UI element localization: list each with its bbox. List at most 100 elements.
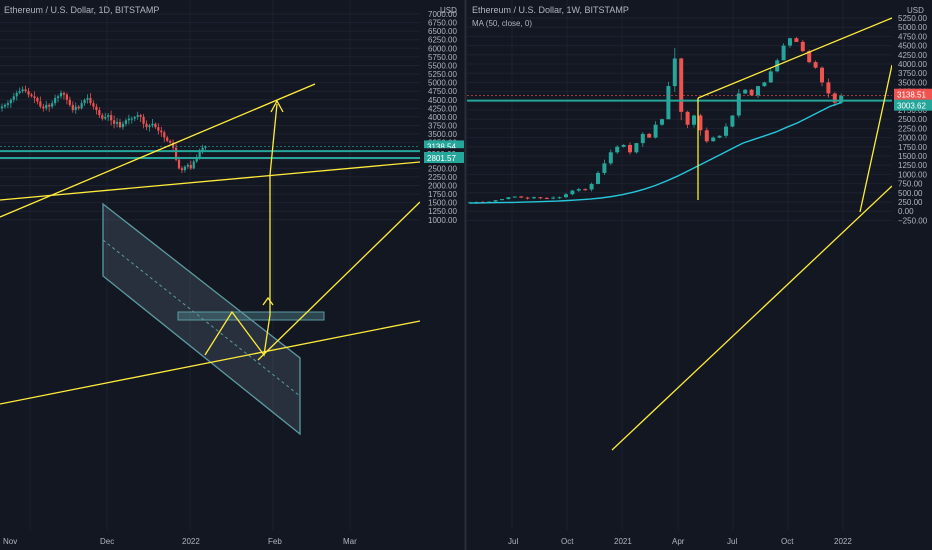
candle-body[interactable] bbox=[110, 115, 113, 121]
candle-body[interactable] bbox=[602, 163, 607, 173]
candle-body[interactable] bbox=[589, 183, 594, 190]
candle-body[interactable] bbox=[730, 115, 735, 127]
candle-body[interactable] bbox=[48, 104, 51, 107]
candle-body[interactable] bbox=[608, 152, 613, 164]
candle-body[interactable] bbox=[201, 147, 204, 152]
candle-body[interactable] bbox=[71, 104, 74, 111]
candle-body[interactable] bbox=[36, 98, 39, 102]
projection-path[interactable] bbox=[204, 103, 278, 357]
candle-body[interactable] bbox=[15, 92, 18, 97]
candle-body[interactable] bbox=[51, 103, 54, 107]
candle-body[interactable] bbox=[653, 124, 658, 138]
candle-body[interactable] bbox=[180, 168, 184, 171]
candle-body[interactable] bbox=[195, 158, 198, 162]
candle-body[interactable] bbox=[113, 120, 116, 124]
price-badge[interactable] bbox=[424, 152, 464, 164]
candle-body[interactable] bbox=[198, 151, 201, 159]
candle-body[interactable] bbox=[544, 197, 549, 199]
candle-body[interactable] bbox=[788, 38, 792, 46]
candle-body[interactable] bbox=[104, 116, 107, 119]
candle-body[interactable] bbox=[500, 199, 504, 201]
trend-line[interactable] bbox=[0, 161, 421, 201]
candle-body[interactable] bbox=[160, 130, 163, 133]
right-chart-panel[interactable]: 5250.005000.004750.004500.004250.004000.… bbox=[467, 0, 932, 550]
candle-body[interactable] bbox=[18, 91, 21, 93]
candle-body[interactable] bbox=[6, 103, 9, 105]
candle-body[interactable] bbox=[30, 94, 33, 97]
candle-body[interactable] bbox=[142, 116, 145, 124]
candle-body[interactable] bbox=[118, 122, 122, 128]
candle-body[interactable] bbox=[672, 58, 677, 87]
candle-body[interactable] bbox=[21, 89, 24, 92]
candle-body[interactable] bbox=[9, 99, 12, 104]
candle-body[interactable] bbox=[813, 62, 818, 68]
descending-channel[interactable] bbox=[102, 202, 301, 436]
candle-body[interactable] bbox=[62, 92, 66, 95]
candle-body[interactable] bbox=[124, 120, 127, 124]
candle-body[interactable] bbox=[136, 115, 139, 117]
candle-body[interactable] bbox=[12, 96, 15, 100]
candle-body[interactable] bbox=[56, 96, 60, 99]
candle-body[interactable] bbox=[826, 82, 831, 94]
candle-body[interactable] bbox=[634, 143, 639, 153]
candle-body[interactable] bbox=[557, 197, 562, 199]
projection-arrow-head[interactable] bbox=[270, 99, 284, 113]
candle-body[interactable] bbox=[807, 51, 812, 63]
candle-body[interactable] bbox=[59, 92, 63, 97]
candle-body[interactable] bbox=[154, 123, 157, 128]
candle-body[interactable] bbox=[532, 197, 536, 199]
candle-body[interactable] bbox=[189, 164, 192, 169]
candle-body[interactable] bbox=[183, 166, 186, 171]
candle-body[interactable] bbox=[506, 197, 511, 200]
candle-body[interactable] bbox=[692, 115, 696, 125]
left-chart-panel[interactable]: 7000.006750.006500.006250.006000.005750.… bbox=[0, 0, 465, 550]
candle-body[interactable] bbox=[551, 197, 556, 199]
candle-body[interactable] bbox=[80, 103, 83, 109]
candle-body[interactable] bbox=[724, 126, 728, 136]
candle-body[interactable] bbox=[704, 130, 709, 142]
candle-body[interactable] bbox=[660, 119, 664, 125]
candle-body[interactable] bbox=[576, 189, 581, 191]
candle-body[interactable] bbox=[45, 104, 48, 109]
price-badge[interactable] bbox=[424, 140, 464, 152]
price-badge[interactable] bbox=[894, 88, 932, 100]
candle-body[interactable] bbox=[621, 144, 626, 147]
candle-body[interactable] bbox=[27, 91, 30, 95]
candle-body[interactable] bbox=[743, 89, 748, 94]
candle-body[interactable] bbox=[98, 110, 101, 116]
candle-body[interactable] bbox=[39, 101, 42, 107]
candle-body[interactable] bbox=[151, 123, 154, 126]
candle-body[interactable] bbox=[186, 164, 189, 167]
candle-body[interactable] bbox=[525, 197, 530, 199]
candle-body[interactable] bbox=[762, 82, 767, 87]
small-arrow-head[interactable] bbox=[262, 296, 274, 306]
candle-body[interactable] bbox=[77, 106, 80, 109]
candle-body[interactable] bbox=[83, 99, 86, 104]
right-ma-legend[interactable]: MA (50, close, 0) bbox=[472, 19, 532, 28]
candle-body[interactable] bbox=[92, 103, 95, 107]
candle-body[interactable] bbox=[157, 127, 160, 131]
candle-body[interactable] bbox=[570, 190, 575, 195]
candle-body[interactable] bbox=[685, 111, 690, 125]
price-badge[interactable] bbox=[894, 99, 932, 111]
candle-body[interactable] bbox=[0, 106, 4, 109]
candle-body[interactable] bbox=[583, 189, 588, 191]
candle-body[interactable] bbox=[54, 98, 57, 104]
candle-body[interactable] bbox=[768, 71, 773, 83]
candle-body[interactable] bbox=[756, 86, 760, 96]
candle-body[interactable] bbox=[698, 115, 703, 131]
candle-body[interactable] bbox=[512, 196, 517, 198]
candle-body[interactable] bbox=[174, 147, 178, 160]
candle-body[interactable] bbox=[115, 122, 119, 124]
candle-body[interactable] bbox=[65, 94, 68, 100]
candle-body[interactable] bbox=[749, 89, 754, 96]
candle-body[interactable] bbox=[130, 118, 133, 120]
candle-body[interactable] bbox=[736, 93, 741, 116]
candle-body[interactable] bbox=[679, 58, 684, 112]
candle-body[interactable] bbox=[666, 86, 671, 120]
candle-body[interactable] bbox=[832, 93, 837, 103]
candle-body[interactable] bbox=[101, 115, 104, 119]
resistance-zone[interactable] bbox=[177, 311, 325, 321]
candle-body[interactable] bbox=[615, 146, 620, 153]
candle-body[interactable] bbox=[42, 106, 45, 109]
